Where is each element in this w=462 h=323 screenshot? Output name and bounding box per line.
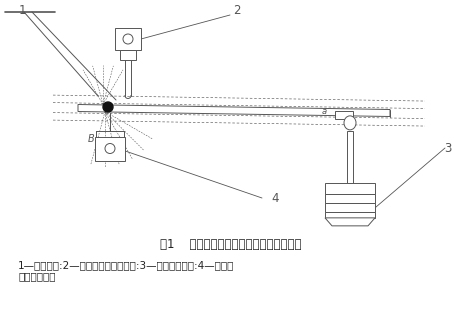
Text: 4: 4 bbox=[271, 192, 279, 204]
Bar bbox=[325, 212, 375, 218]
Bar bbox=[95, 137, 125, 161]
Circle shape bbox=[103, 102, 113, 112]
Text: 图1    测力杠杆校准拉力试验机工作状态图: 图1 测力杠杆校准拉力试验机工作状态图 bbox=[160, 237, 302, 251]
Text: 1: 1 bbox=[18, 4, 26, 16]
Text: a: a bbox=[322, 107, 327, 116]
Text: B: B bbox=[87, 133, 94, 143]
Text: 1—杠杆力点:2—拉力试验机上连接件:3—杠杆配套砝码:4—拉力试
验机下连接件: 1—杠杆力点:2—拉力试验机上连接件:3—杠杆配套砝码:4—拉力试 验机下连接件 bbox=[18, 260, 234, 282]
Bar bbox=[120, 50, 136, 60]
Bar bbox=[115, 28, 141, 50]
Bar bbox=[325, 203, 375, 212]
Polygon shape bbox=[325, 218, 375, 226]
Text: 3: 3 bbox=[444, 141, 452, 154]
Bar bbox=[335, 110, 353, 119]
Bar bbox=[347, 131, 353, 183]
Polygon shape bbox=[78, 105, 390, 117]
Ellipse shape bbox=[344, 116, 356, 130]
Text: 2: 2 bbox=[233, 4, 241, 16]
Bar bbox=[325, 194, 375, 203]
Bar bbox=[325, 183, 375, 194]
